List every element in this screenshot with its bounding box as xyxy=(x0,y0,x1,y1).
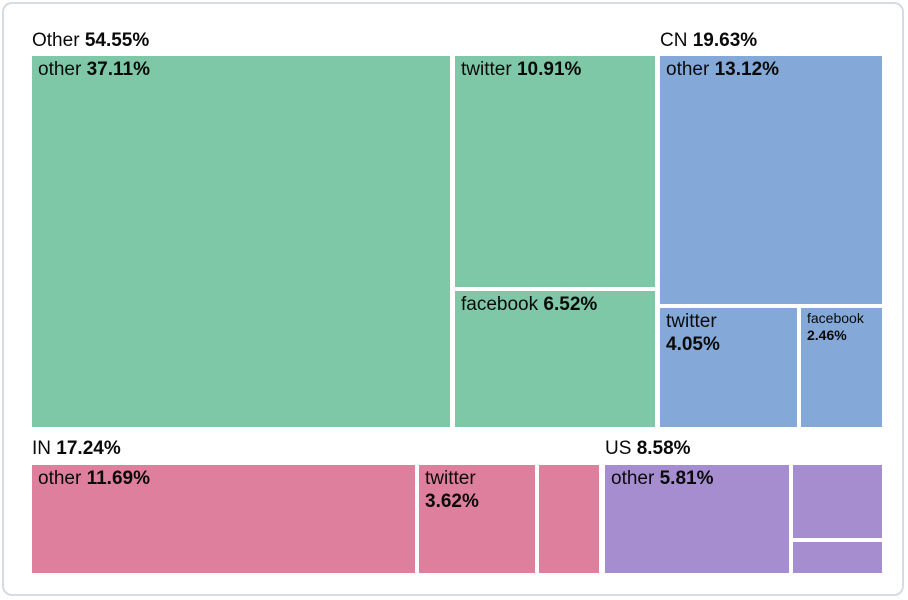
cell-label: twitter 4.05% xyxy=(666,310,791,356)
cell-name: other xyxy=(38,59,82,80)
cell-pct: 6.52% xyxy=(543,294,598,315)
cell-name: facebook xyxy=(807,310,864,326)
cell-name: other xyxy=(666,59,710,80)
treemap-cell-in-other[interactable]: other 11.69% xyxy=(32,465,415,573)
group-pct: 8.58% xyxy=(636,438,691,459)
group-pct: 54.55% xyxy=(84,30,150,51)
treemap-cell-cn-facebook[interactable]: facebook 2.46% xyxy=(801,308,882,427)
group-name: US xyxy=(605,438,632,459)
cell-pct: 4.05% xyxy=(666,334,720,355)
treemap-cell-in-twitter[interactable]: twitter 3.62% xyxy=(419,465,535,573)
treemap-cell-in-unlabeled[interactable] xyxy=(539,465,599,573)
cell-name: twitter xyxy=(425,468,476,489)
cell-label: other 37.11% xyxy=(38,58,444,81)
cell-label: other 13.12% xyxy=(666,58,876,81)
cell-label: twitter 10.91% xyxy=(461,58,649,81)
cell-pct: 13.12% xyxy=(714,59,780,80)
group-name: IN xyxy=(32,438,51,459)
cell-pct: 3.62% xyxy=(425,491,479,512)
group-name: CN xyxy=(660,30,688,51)
cell-pct: 5.81% xyxy=(659,468,714,489)
cell-name: twitter xyxy=(461,59,512,80)
cell-label: twitter 3.62% xyxy=(425,467,529,513)
group-name: Other xyxy=(32,30,80,51)
cell-name: other xyxy=(611,468,655,489)
cell-pct: 37.11% xyxy=(86,59,150,80)
cell-label: other 5.81% xyxy=(611,467,783,490)
cell-name: twitter xyxy=(666,311,717,332)
group-pct: 19.63% xyxy=(692,30,758,51)
group-label-in: IN 17.24% xyxy=(32,438,121,460)
cell-label: facebook 2.46% xyxy=(807,310,876,344)
cell-name: other xyxy=(38,468,82,489)
treemap-cell-other-facebook[interactable]: facebook 6.52% xyxy=(455,291,655,427)
cell-name: facebook xyxy=(461,294,539,315)
treemap-cell-us-other[interactable]: other 5.81% xyxy=(605,465,789,573)
treemap-cell-cn-other[interactable]: other 13.12% xyxy=(660,56,882,304)
group-pct: 17.24% xyxy=(56,438,121,459)
treemap-cell-us-unlabeled-1[interactable] xyxy=(793,465,882,538)
treemap-cell-other-other[interactable]: other 37.11% xyxy=(32,56,450,427)
cell-pct: 11.69% xyxy=(86,468,150,489)
group-label-cn: CN 19.63% xyxy=(660,30,757,52)
cell-pct: 2.46% xyxy=(807,327,847,343)
group-label-us: US 8.58% xyxy=(605,438,691,460)
cell-label: other 11.69% xyxy=(38,467,409,490)
cell-pct: 10.91% xyxy=(516,59,582,80)
treemap-cell-other-twitter[interactable]: twitter 10.91% xyxy=(455,56,655,287)
cell-label: facebook 6.52% xyxy=(461,293,649,316)
treemap-cell-us-unlabeled-2[interactable] xyxy=(793,542,882,573)
group-label-other: Other 54.55% xyxy=(32,30,149,52)
treemap-cell-cn-twitter[interactable]: twitter 4.05% xyxy=(660,308,797,427)
